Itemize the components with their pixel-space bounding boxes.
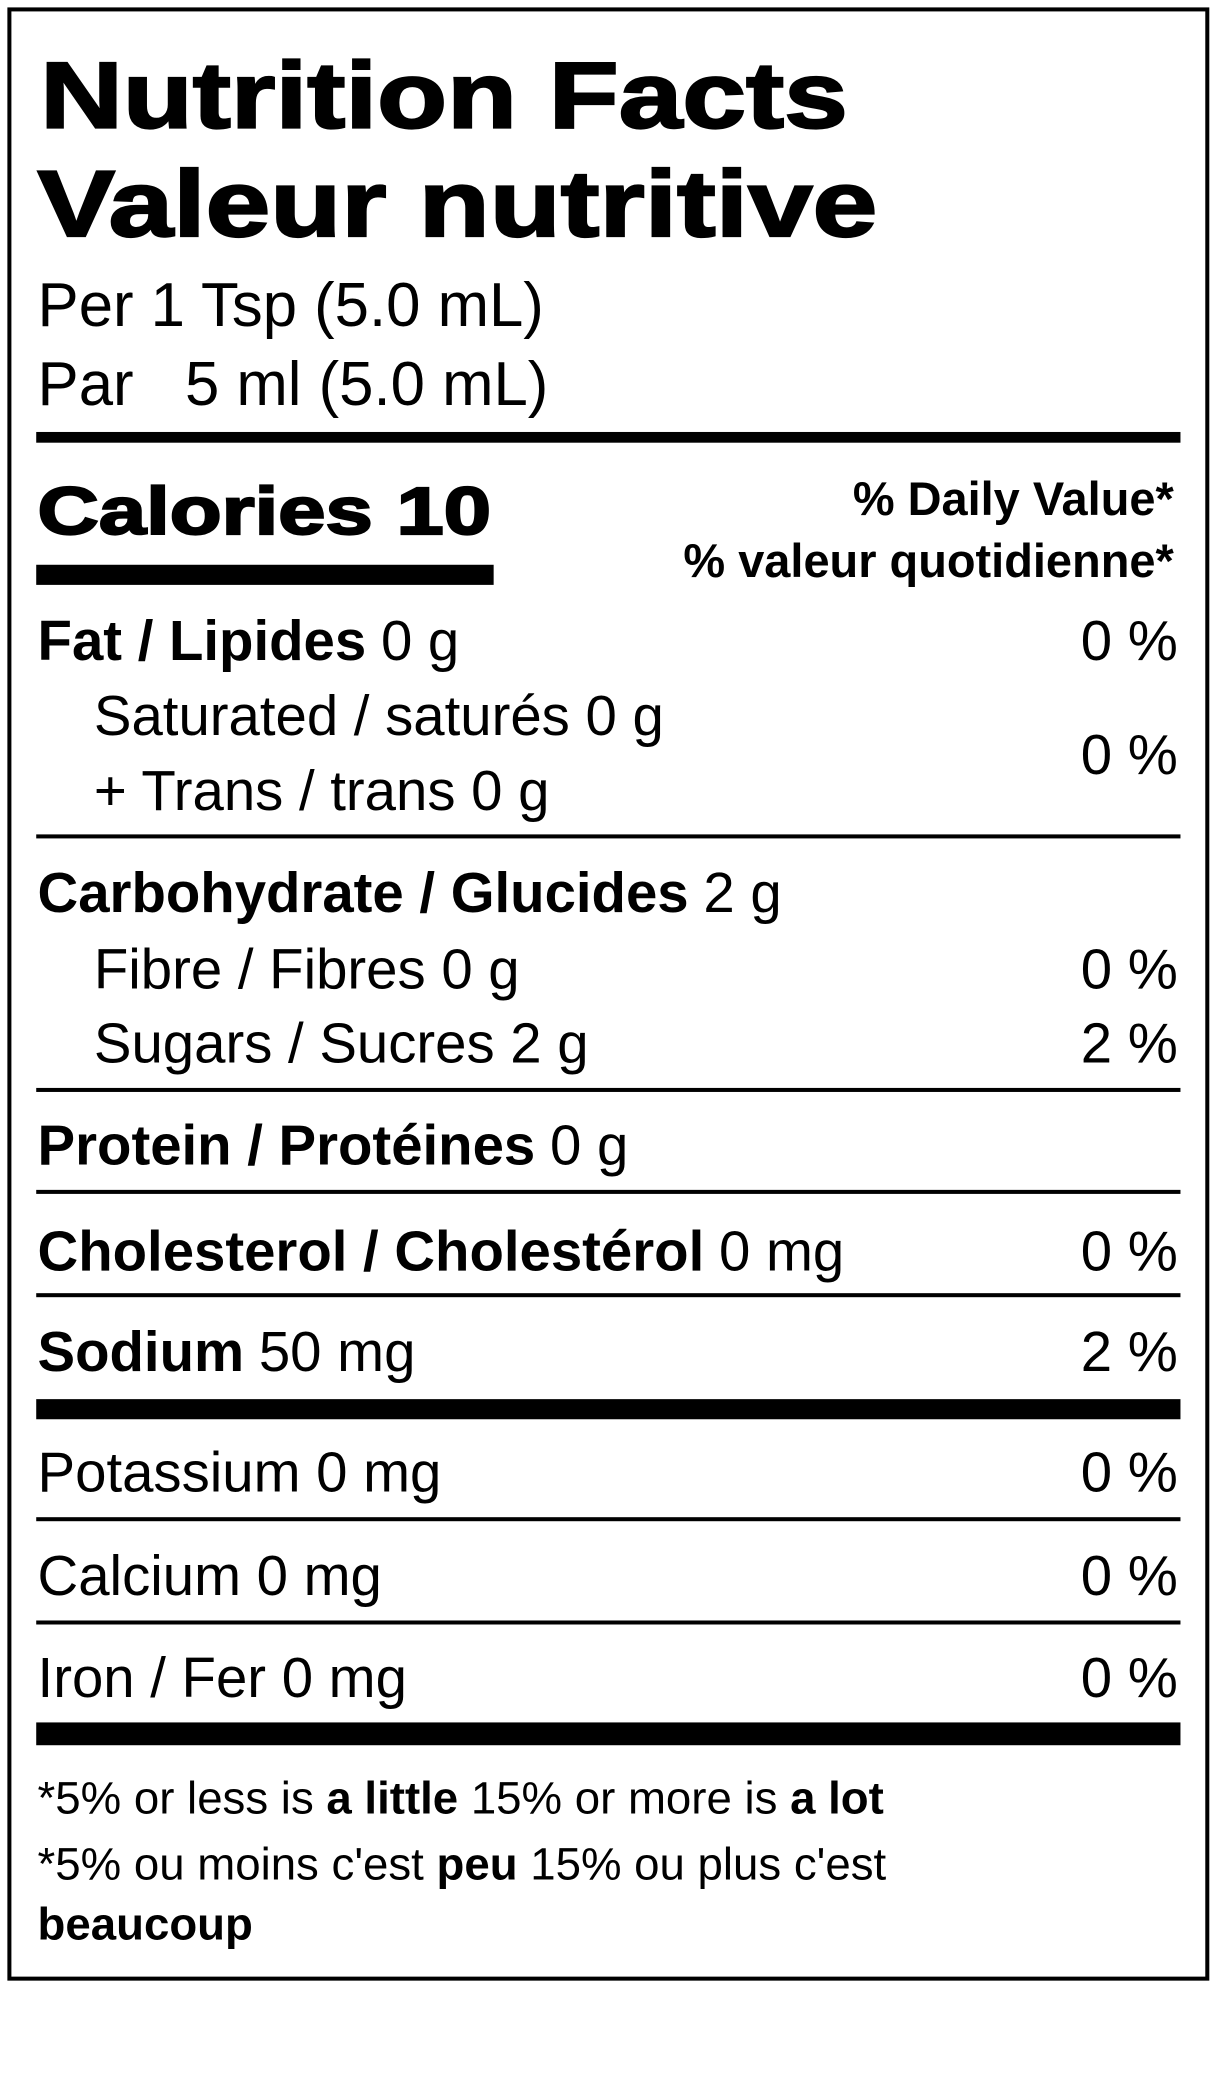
daily-percent: 0 % — [1081, 1544, 1178, 1607]
nutrient-row: Protein / Protéines 0 g — [38, 1113, 629, 1176]
rule — [36, 1087, 1181, 1092]
serving-size: Par 5 ml (5.0 mL) — [38, 350, 549, 419]
rule — [36, 1517, 1181, 1522]
calories: Calories 10 — [38, 474, 491, 549]
sub-nutrient: + Trans / trans 0 g — [94, 759, 550, 822]
nutrient-amount: 0 g — [381, 609, 459, 672]
nutrient-row: Iron / Fer 0 mg — [38, 1646, 407, 1709]
calories-label: Calories — [38, 474, 373, 549]
footnote-line: *5% ou moins c'est peu 15% ou plus c'est — [38, 1838, 887, 1889]
rule — [36, 834, 1181, 839]
sub-nutrient: Saturated / saturés 0 g — [94, 684, 664, 747]
daily-percent: 2 % — [1081, 1011, 1178, 1074]
nutrient-amount: 50 mg — [259, 1320, 416, 1383]
nutrient-name: Sodium — [38, 1320, 245, 1383]
footnote-segment: 15% ou plus c'est — [518, 1838, 887, 1889]
thick-rule — [36, 1399, 1181, 1420]
nutrient-name: Carbohydrate / Glucides — [38, 861, 689, 924]
rule — [36, 1293, 1181, 1298]
thick-rule — [36, 1722, 1181, 1746]
serving-size: Per 1 Tsp (5.0 mL) — [38, 271, 544, 340]
daily-value-header: % valeur quotidienne* — [683, 534, 1174, 587]
calories-rule — [36, 564, 494, 585]
nutrient-amount: 2 g — [703, 861, 781, 924]
footnote-segment: beaucoup — [38, 1899, 253, 1950]
footnote-line: *5% or less is a little 15% or more is a… — [38, 1773, 884, 1824]
rule — [36, 1189, 1181, 1194]
daily-percent: 0 % — [1081, 609, 1178, 672]
nutrient-row: Carbohydrate / Glucides 2 g — [38, 861, 782, 924]
daily-percent: 0 % — [1081, 938, 1178, 1001]
sub-nutrient: Fibre / Fibres 0 g — [94, 938, 520, 1001]
footnote-segment: *5% or less is — [38, 1773, 327, 1824]
rule — [36, 1620, 1181, 1625]
nutrient-row: Potassium 0 mg — [38, 1441, 442, 1504]
footnote: *5% or less is a little 15% or more is a… — [38, 1773, 887, 1950]
daily-value-header: % Daily Value* — [853, 472, 1175, 525]
footnote-segment: 15% or more is — [458, 1773, 790, 1824]
daily-percent: 0 % — [1081, 1219, 1178, 1282]
title: Nutrition Facts — [40, 42, 848, 147]
nutrient-amount: 0 mg — [719, 1219, 844, 1282]
footnote-segment: a little — [326, 1773, 458, 1824]
footnote-segment: a lot — [790, 1773, 884, 1824]
calories-value: 10 — [396, 474, 490, 549]
label-border — [7, 7, 1210, 1981]
footnote-segment: peu — [437, 1838, 518, 1889]
daily-percent: 0 % — [1081, 1646, 1178, 1709]
nutrient-name: Protein / Protéines — [38, 1113, 536, 1176]
nutrient-amount: 0 g — [550, 1113, 628, 1176]
title: Valeur nutritive — [38, 151, 878, 256]
daily-percent: 0 % — [1081, 723, 1178, 786]
nutrient-row: Fat / Lipides 0 g — [38, 609, 460, 672]
nutrient-name: Fat / Lipides — [38, 609, 367, 672]
nutrient-row: Sodium 50 mg — [38, 1320, 416, 1383]
nutrient-row: Cholesterol / Cholestérol 0 mg — [38, 1219, 845, 1282]
nutrient-row: Calcium 0 mg — [38, 1544, 382, 1607]
footnote-segment: *5% ou moins c'est — [38, 1838, 437, 1889]
daily-percent: 0 % — [1081, 1441, 1178, 1504]
footnote-line: beaucoup — [38, 1899, 253, 1950]
daily-percent: 2 % — [1081, 1320, 1178, 1383]
nutrient-name: Cholesterol / Cholestérol — [38, 1219, 705, 1282]
thick-rule — [36, 431, 1181, 443]
sub-nutrient: Sugars / Sucres 2 g — [94, 1011, 589, 1074]
